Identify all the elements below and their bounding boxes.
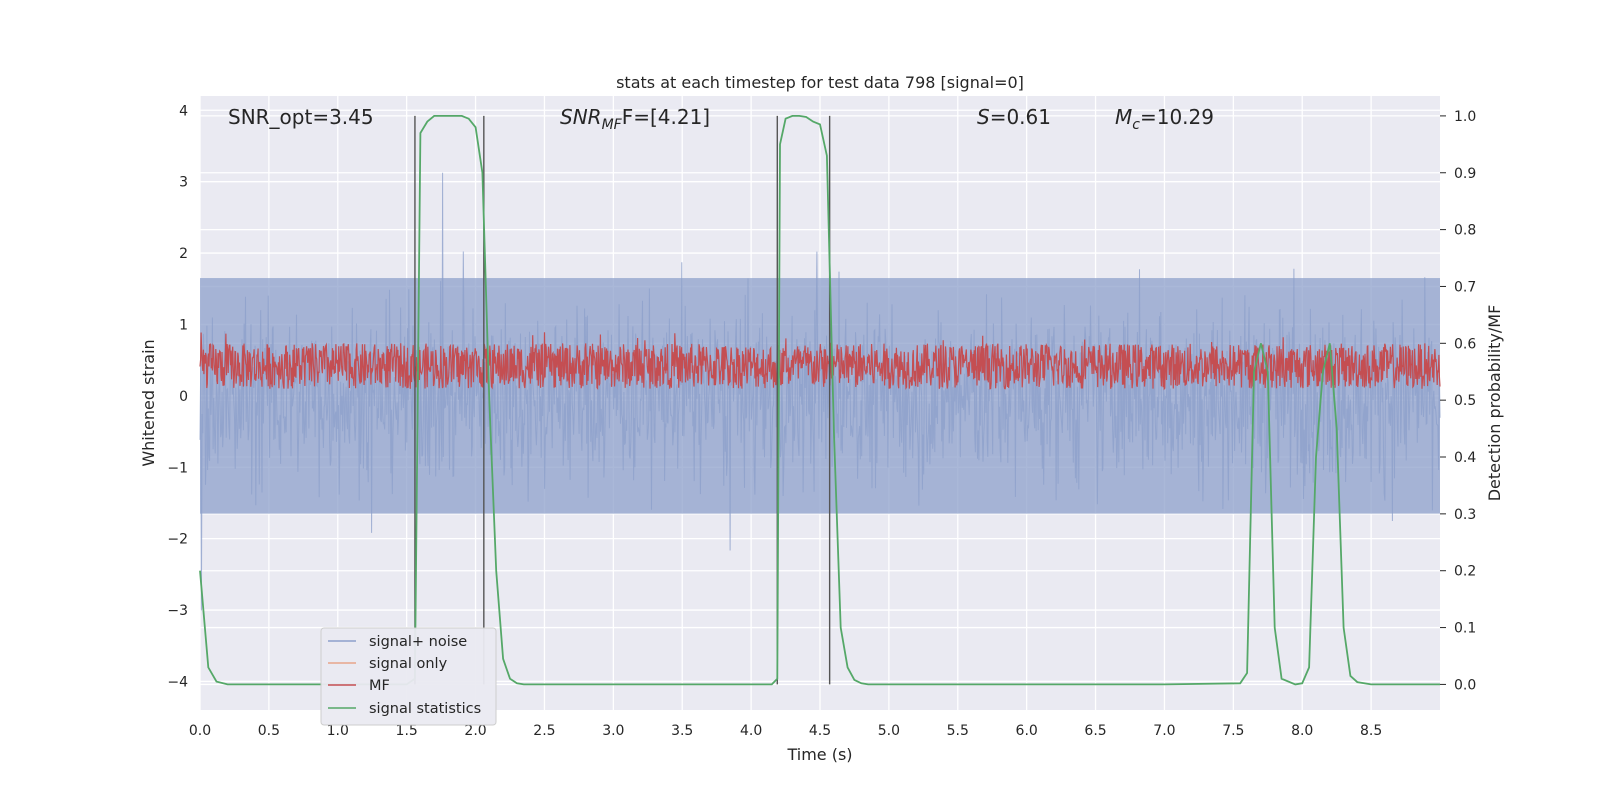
y-tick-labels: 4 3 2 1 0 −1 −2 −3 −4	[167, 103, 188, 690]
y2-tick-label: 1.0	[1454, 109, 1476, 125]
x-tick-label: 1.0	[327, 723, 349, 739]
annotation-mc-base: M	[1115, 105, 1132, 129]
y2-tick-label: 0.6	[1454, 336, 1476, 352]
y2-tick-label: 0.2	[1454, 564, 1476, 580]
y-tick-label: 2	[179, 246, 188, 262]
x-tick-label: 0.0	[189, 723, 211, 739]
y2-tick-labels: 1.0 0.9 0.8 0.7 0.6 0.5 0.4 0.3 0.2 0.1 0.0	[1440, 109, 1476, 693]
annotation-s: S=0.61	[977, 105, 1051, 129]
x-tick-label: 2.5	[533, 723, 555, 739]
x-tick-label: 3.5	[671, 723, 693, 739]
x-tick-label: 2.0	[464, 723, 486, 739]
x-tick-label: 7.5	[1222, 723, 1244, 739]
y-tick-label: −4	[167, 674, 188, 690]
annotation-snr-mf-base: SNR	[560, 105, 602, 129]
x-tick-label: 7.0	[1153, 723, 1175, 739]
x-tick-label: 8.0	[1291, 723, 1313, 739]
y-tick-label: −1	[167, 460, 188, 476]
y-tick-label: 0	[179, 389, 188, 405]
y-tick-label: 4	[179, 103, 188, 119]
x-tick-label: 4.5	[809, 723, 831, 739]
legend-box	[320, 627, 497, 726]
x-tick-label: 4.0	[740, 723, 762, 739]
annotation-mc-sub: c	[1132, 117, 1140, 133]
annotation-snr-mf-sub: MF	[602, 117, 623, 133]
chart-title: stats at each timestep for test data 798…	[616, 73, 1024, 92]
legend-label-signal-noise: signal+ noise	[369, 634, 467, 650]
x-tick-label: 5.5	[947, 723, 969, 739]
y2-axis-label: Detection probability/MF	[1485, 305, 1504, 502]
x-tick-label: 6.5	[1084, 723, 1106, 739]
line-mf	[199, 332, 1441, 391]
x-tick-label: 8.5	[1360, 723, 1382, 739]
series-mf	[199, 332, 1441, 391]
y2-tick-label: 0.4	[1454, 450, 1476, 466]
y2-tick-label: 0.8	[1454, 223, 1476, 239]
annotation-mc: Mc=10.29	[1115, 105, 1214, 133]
line-signal-statistics	[199, 115, 1440, 686]
x-tick-label: 5.0	[878, 723, 900, 739]
annotation-snr-opt: SNR_opt=3.45	[228, 105, 374, 129]
y2-tick-label: 0.9	[1454, 166, 1476, 182]
legend-label-mf: MF	[369, 678, 390, 694]
y2-tick-label: 0.7	[1454, 279, 1476, 295]
y-tick-label: 3	[179, 175, 188, 191]
y2-tick-label: 0.0	[1454, 677, 1476, 693]
y-tick-label: −2	[167, 532, 188, 548]
y-axis-label: Whitened strain	[139, 339, 158, 466]
x-tick-label: 1.5	[396, 723, 418, 739]
annotation-s-rest: =0.61	[990, 105, 1051, 129]
annotation-mc-rest: =10.29	[1140, 105, 1214, 129]
y2-tick-label: 0.1	[1454, 621, 1476, 637]
x-tick-label: 0.5	[258, 723, 280, 739]
x-axis-label: Time (s)	[786, 745, 852, 764]
legend: signal+ noise signal only MF signal stat…	[320, 627, 497, 726]
y-tick-label: 1	[179, 317, 188, 333]
x-tick-label: 3.0	[602, 723, 624, 739]
y2-tick-label: 0.3	[1454, 507, 1476, 523]
annotation-snr-mf-rest: F=[4.21]	[622, 105, 710, 129]
x-tick-labels: 0.0 0.5 1.0 1.5 2.0 2.5 3.0 3.5 4.0 4.5 5.0 5.5 6.0 6…	[189, 723, 1382, 739]
legend-label-signal-statistics: signal statistics	[369, 701, 481, 717]
series-signal-statistics	[199, 115, 1440, 686]
y-tick-label: −3	[167, 603, 188, 619]
y2-tick-label: 0.5	[1454, 393, 1476, 409]
annotation-snr-mf: SNRMFF=[4.21]	[560, 105, 710, 133]
annotation-s-base: S	[977, 105, 990, 129]
x-tick-label: 6.0	[1016, 723, 1038, 739]
legend-label-signal-only: signal only	[369, 656, 448, 672]
